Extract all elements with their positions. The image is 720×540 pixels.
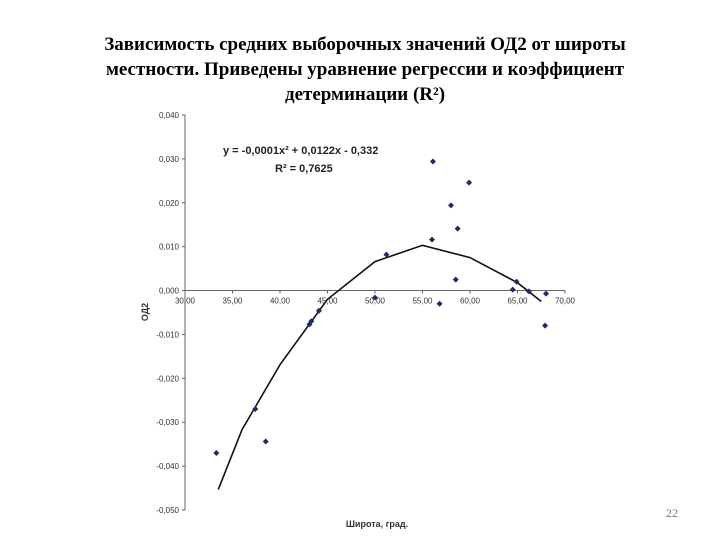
point — [429, 158, 436, 165]
y-tick-label: -0,040 — [156, 462, 179, 471]
y-tick-label: 0,030 — [159, 155, 180, 164]
point — [213, 449, 220, 456]
point — [448, 202, 454, 209]
point — [542, 322, 549, 329]
y-tick-label: -0,010 — [156, 330, 179, 339]
y-tick-label: 0,040 — [159, 111, 180, 120]
x-tick-label: 65,00 — [507, 297, 528, 306]
point — [525, 288, 532, 295]
x-tick-label: 50,00 — [365, 297, 386, 306]
x-axis-label: Широта, град. — [346, 519, 408, 529]
y-axis-label: ОД2 — [140, 303, 150, 321]
r-squared: R² = 0,7625 — [275, 163, 333, 175]
point — [466, 179, 473, 186]
point — [513, 278, 520, 285]
point — [452, 276, 459, 283]
y-tick-label: 0,000 — [159, 287, 180, 296]
equation: y = -0,0001x² + 0,0122x - 0,332 — [223, 145, 378, 157]
point — [315, 307, 322, 314]
y-tick-label: -0,020 — [156, 374, 179, 383]
y-tick-label: 0,010 — [159, 243, 180, 252]
x-tick-label: 45,00 — [317, 297, 338, 306]
trend-line — [217, 244, 542, 490]
y-tick-label: 0,020 — [159, 199, 180, 208]
point — [252, 406, 259, 413]
point — [308, 318, 315, 325]
page-number: 22 — [666, 506, 678, 520]
title-line: Зависимость средних выборочных значений … — [104, 34, 626, 55]
x-tick-label: 55,00 — [412, 297, 433, 306]
x-tick-label: 30,00 — [175, 297, 196, 306]
x-tick-label: 60,00 — [460, 297, 481, 306]
y-tick-label: -0,030 — [156, 418, 179, 427]
point — [429, 236, 435, 243]
x-tick-label: 40,00 — [270, 297, 291, 306]
point — [383, 251, 390, 258]
y-tick-label: -0,050 — [156, 506, 179, 515]
title-line: местности. Приведены уравнение регрессии… — [106, 59, 625, 80]
title-line: детерминации (R²) — [285, 84, 445, 105]
point — [509, 286, 516, 293]
x-tick-label: 35,00 — [222, 297, 243, 306]
x-tick-label: 70,00 — [555, 297, 576, 306]
point — [543, 290, 549, 297]
point — [436, 300, 443, 307]
point — [262, 438, 269, 445]
point — [454, 225, 461, 232]
point — [372, 294, 378, 301]
